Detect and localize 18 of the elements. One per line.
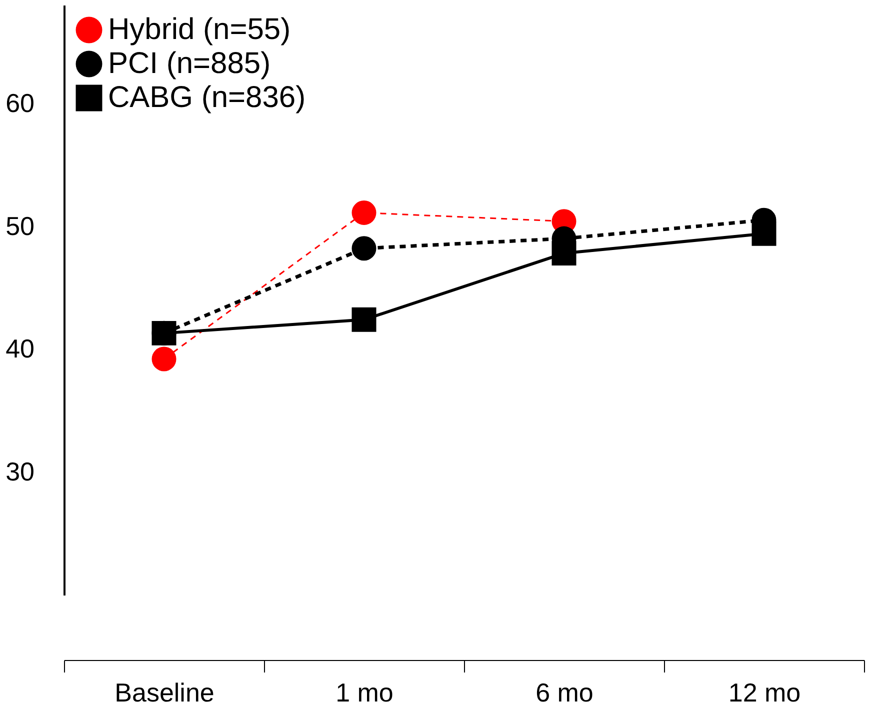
x-tick-label: 12 mo <box>728 678 801 708</box>
y-tick-label: 50 <box>6 210 34 241</box>
point <box>552 241 576 266</box>
legend-label: Hybrid (n=55) <box>108 13 291 46</box>
x-tick-label: 1 mo <box>336 678 394 708</box>
point <box>752 221 776 246</box>
point <box>352 307 376 332</box>
x-tick-label: 6 mo <box>536 678 594 708</box>
point <box>152 320 176 346</box>
point <box>352 200 376 225</box>
x-tick-label: Baseline <box>114 678 214 708</box>
legend-label: CABG (n=836) <box>108 81 306 114</box>
legend-label: PCI (n=885) <box>108 47 271 80</box>
y-tick-label: 60 <box>6 88 34 118</box>
y-tick-label: 30 <box>6 456 34 487</box>
y-tick-label: 40 <box>6 334 34 364</box>
point <box>152 346 176 372</box>
point <box>352 236 376 261</box>
